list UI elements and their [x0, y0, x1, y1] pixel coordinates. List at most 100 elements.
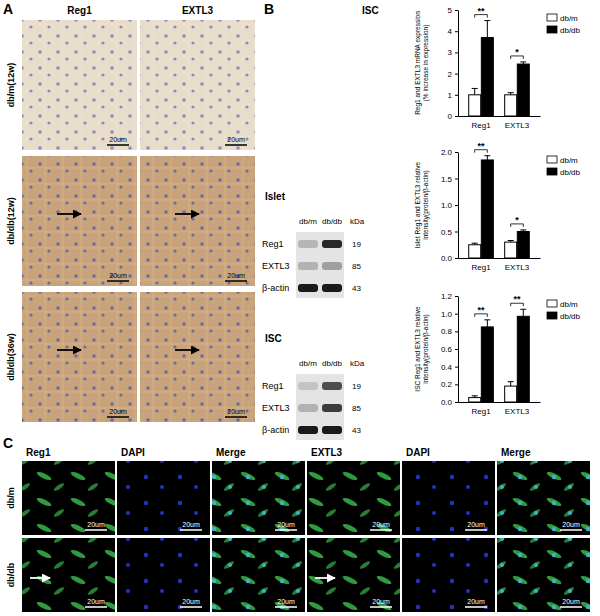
legend-label: db/db — [560, 168, 581, 177]
panel-title: ISC — [362, 5, 379, 16]
row-label: db/db(12w) — [6, 197, 16, 245]
tick-mark — [455, 179, 458, 180]
panel-label: C — [3, 435, 13, 451]
micrograph — [307, 538, 400, 612]
figure: AReg1EXTL3db/m(12w)20um20umdb/db(12w)20u… — [0, 0, 600, 616]
tick-label: 5 — [448, 6, 453, 15]
band-kda: 85 — [352, 404, 361, 413]
tick: 0.6 — [441, 345, 458, 354]
tick: 0.4 — [441, 363, 458, 372]
panel-a: AReg1EXTL3db/m(12w)20um20umdb/db(12w)20u… — [3, 1, 255, 422]
axis-title: Islet Reg1 and EXTL3 relative — [414, 161, 422, 248]
tick: 2 — [448, 70, 458, 79]
tick-label: Reg1 — [471, 407, 491, 416]
legend-label: db/m — [560, 156, 578, 165]
blot-band — [298, 404, 318, 412]
scale-bar-label: 20um — [227, 136, 245, 143]
legend: db/m db/db — [547, 156, 581, 177]
legend-label: db/db — [560, 312, 581, 321]
axis-line — [458, 297, 459, 403]
bar — [469, 245, 481, 258]
band-name: Reg1 — [262, 239, 284, 249]
tick: EXTL3 — [505, 402, 530, 416]
scale-bar — [180, 606, 202, 608]
tick-mark — [455, 205, 458, 206]
scale-bar — [107, 280, 129, 282]
tick-mark — [455, 402, 458, 403]
blot-band — [298, 426, 318, 434]
tick-label: 1.0 — [441, 201, 453, 210]
legend-swatch — [547, 300, 557, 307]
legend: db/m db/db — [547, 300, 581, 321]
scale-bar-label: 20um — [562, 521, 580, 528]
blot-band — [322, 382, 342, 390]
tick-label: 2 — [448, 70, 453, 79]
unit-label: kDa — [350, 359, 365, 368]
band-name: EXTL3 — [262, 403, 290, 413]
axis-line — [458, 11, 459, 117]
blot-band — [298, 382, 318, 390]
tick: Reg1 — [471, 116, 491, 130]
tick: 0.5 — [441, 228, 458, 237]
tick-label: Reg1 — [471, 263, 491, 272]
tick-mark — [455, 31, 458, 32]
legend-label: db/m — [560, 300, 578, 309]
tick: 3 — [448, 48, 458, 57]
blot-band — [322, 426, 342, 434]
micrograph — [140, 20, 255, 150]
tick-label: 0.8 — [441, 327, 453, 336]
tick: Reg1 — [471, 402, 491, 416]
tick-label: 0 — [448, 112, 453, 121]
band-kda: 85 — [352, 262, 361, 271]
blot-band — [322, 404, 342, 412]
row-label: db/db(36w) — [6, 333, 16, 381]
significance-label: ** — [478, 141, 486, 151]
tick-label: 0.0 — [441, 398, 453, 407]
axis-line — [458, 153, 459, 259]
axis-title: Reg1 and EXTL3 mRNA expression — [414, 11, 422, 115]
lane-label: db/m — [299, 359, 317, 368]
scale-bar-label: 20um — [109, 408, 127, 415]
tick: EXTL3 — [505, 116, 530, 130]
band-kda: 19 — [352, 382, 361, 391]
bar — [481, 327, 493, 402]
scale-bar — [275, 606, 297, 608]
bar-chart: 0.00.20.40.60.81.01.2Reg1EXTL3ISC Reg1 a… — [414, 292, 581, 416]
tick-mark — [455, 258, 458, 259]
micrograph — [22, 156, 137, 286]
tick-label: 1.0 — [441, 310, 453, 319]
panel-label: A — [3, 1, 13, 17]
error-bar — [508, 382, 514, 386]
lane-label: db/db — [322, 217, 343, 226]
blot-background — [296, 374, 344, 440]
error-bar — [484, 156, 490, 160]
band-name: β-actin — [262, 283, 289, 293]
tick-mark — [455, 116, 458, 117]
bar — [505, 95, 517, 116]
column-header: EXTL3 — [182, 5, 214, 16]
scale-bar — [370, 529, 392, 531]
significance-label: ** — [478, 6, 486, 16]
scale-bar — [180, 529, 202, 531]
axis-title: intensity(protein/β-actin) — [422, 314, 430, 384]
error-bar — [520, 230, 526, 232]
legend-swatch — [547, 156, 557, 163]
micrograph — [117, 461, 210, 535]
y-axis: 0.00.20.40.60.81.01.2 — [441, 292, 459, 407]
error-bar — [520, 309, 526, 316]
band-kda: 43 — [352, 426, 361, 435]
tick-mark — [455, 10, 458, 11]
scale-bar-label: 20um — [182, 598, 200, 605]
tick-label: Reg1 — [471, 121, 491, 130]
error-bar — [484, 21, 490, 38]
tick-label: EXTL3 — [505, 121, 530, 130]
micrograph — [212, 461, 305, 535]
micrograph — [497, 461, 590, 535]
significance-label: * — [515, 47, 519, 57]
column-header: Merge — [216, 447, 246, 458]
tick-label: 3 — [448, 48, 453, 57]
scale-bar — [465, 606, 487, 608]
error-bar — [520, 62, 526, 64]
micrograph — [22, 461, 115, 535]
scale-bar — [560, 529, 582, 531]
